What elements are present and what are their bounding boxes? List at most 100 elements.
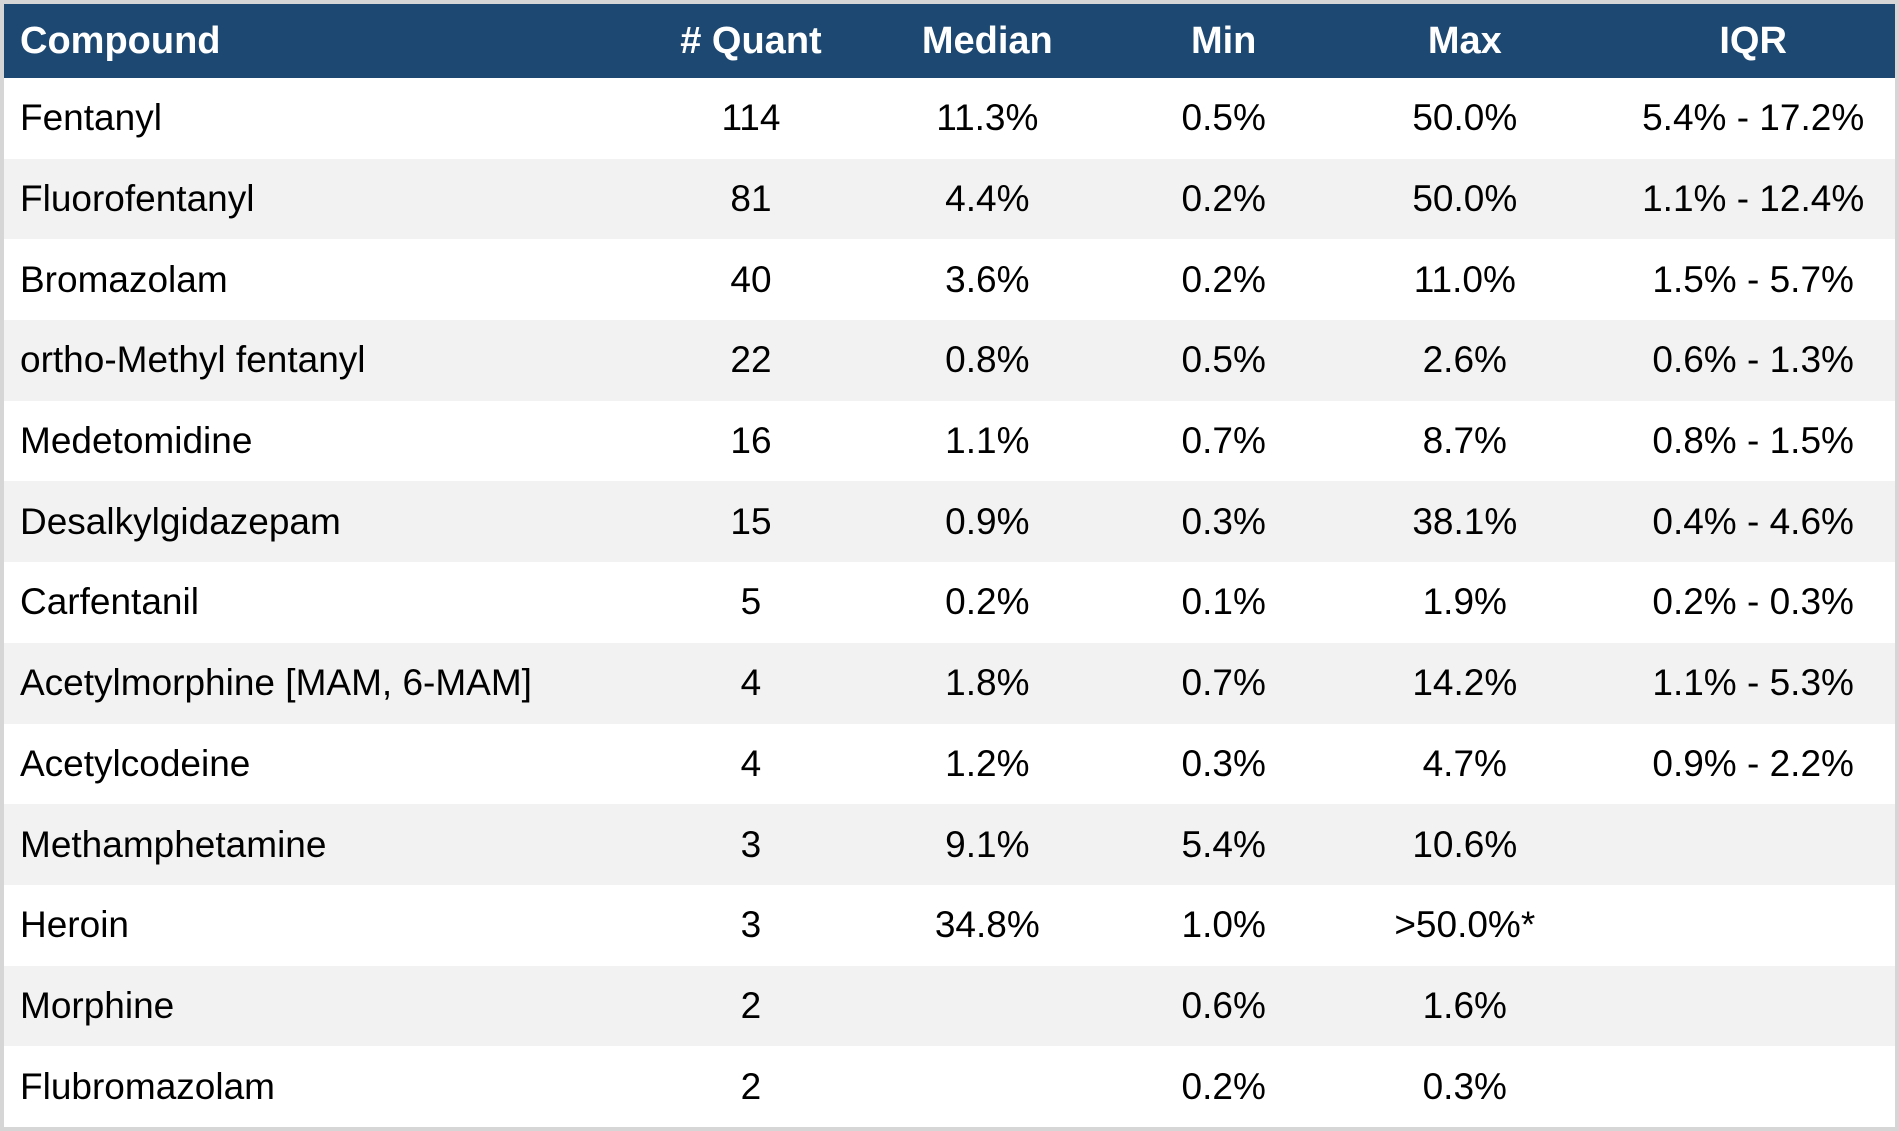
cell-quant: 15 xyxy=(730,500,772,542)
cell-min: 0.5% xyxy=(1181,339,1266,381)
cell-median: 1.1% xyxy=(945,420,1030,462)
table-row: Bromazolam 40 3.6% 0.2% 11.0% 1.5% - 5.7% xyxy=(4,239,1895,321)
cell-iqr: 5.4% - 17.2% xyxy=(1642,97,1865,139)
cell-iqr: 0.2% - 0.3% xyxy=(1652,581,1854,623)
cell-median: 1.8% xyxy=(945,662,1030,704)
cell-max: 1.6% xyxy=(1422,984,1507,1026)
compound-stats-table: Compound # Quant Median Min Max IQR Fent… xyxy=(4,4,1895,1127)
table-row: Medetomidine 16 1.1% 0.7% 8.7% 0.8% - 1.5% xyxy=(4,400,1895,482)
cell-quant: 4 xyxy=(740,742,762,784)
cell-iqr: 0.4% - 4.6% xyxy=(1652,500,1854,542)
cell-iqr: 1.1% - 12.4% xyxy=(1642,178,1865,220)
cell-quant: 3 xyxy=(740,823,762,865)
table-row: Desalkylgidazepam 15 0.9% 0.3% 38.1% 0.4% - 4… xyxy=(4,481,1895,563)
cell-median: 0.2% xyxy=(945,581,1030,623)
cell-compound: Carfentanil xyxy=(20,581,199,623)
cell-compound: Medetomidine xyxy=(20,420,253,462)
cell-median xyxy=(846,966,1130,1047)
cell-max: 50.0% xyxy=(1412,97,1518,139)
cell-min: 0.2% xyxy=(1181,178,1266,220)
cell-min: 0.1% xyxy=(1181,581,1266,623)
table-row: Acetylmorphine [MAM, 6-MAM] 4 1.8% 0.7% 14.2… xyxy=(4,642,1895,724)
cell-median: 0.9% xyxy=(945,500,1030,542)
cell-quant: 3 xyxy=(740,904,762,946)
header-row: Compound # Quant Median Min Max IQR xyxy=(4,4,1895,78)
cell-iqr xyxy=(1611,804,1895,885)
table-row: Heroin 3 34.8% 1.0% >50.0%* xyxy=(4,884,1895,966)
cell-compound: Acetylcodeine xyxy=(20,742,251,784)
cell-compound: Fluorofentanyl xyxy=(20,178,255,220)
column-header-median: Median xyxy=(845,4,1130,78)
cell-min: 0.3% xyxy=(1181,742,1266,784)
cell-max: 4.7% xyxy=(1422,742,1507,784)
cell-quant: 16 xyxy=(730,420,772,462)
cell-iqr xyxy=(1611,966,1895,1047)
table-row: Fluorofentanyl 81 4.4% 0.2% 50.0% 1.1% - 12.4… xyxy=(4,158,1895,240)
cell-iqr xyxy=(1611,885,1895,966)
table-row: Carfentanil 5 0.2% 0.1% 1.9% 0.2% - 0.3% xyxy=(4,562,1895,643)
cell-median xyxy=(846,1046,1130,1127)
cell-median: 34.8% xyxy=(934,904,1040,946)
table-row: Fentanyl 114 11.3% 0.5% 50.0% 5.4% - 17.2% xyxy=(4,78,1895,159)
cell-max: 38.1% xyxy=(1412,500,1518,542)
cell-iqr: 0.8% - 1.5% xyxy=(1652,420,1854,462)
cell-min: 0.7% xyxy=(1181,662,1266,704)
cell-max: 2.6% xyxy=(1422,339,1507,381)
cell-median: 1.2% xyxy=(945,742,1030,784)
cell-min: 0.6% xyxy=(1181,984,1266,1026)
cell-compound: Bromazolam xyxy=(20,258,228,300)
cell-median: 3.6% xyxy=(945,258,1030,300)
cell-quant: 40 xyxy=(730,258,772,300)
cell-median: 0.8% xyxy=(945,339,1030,381)
cell-max: 11.0% xyxy=(1413,258,1516,300)
column-header-quant: # Quant xyxy=(656,4,846,78)
cell-min: 5.4% xyxy=(1181,823,1266,865)
column-header-min: Min xyxy=(1129,4,1319,78)
cell-median: 11.3% xyxy=(936,97,1039,139)
cell-quant: 114 xyxy=(721,97,781,139)
cell-min: 0.2% xyxy=(1181,258,1266,300)
cell-iqr: 1.5% - 5.7% xyxy=(1652,258,1854,300)
table-body: Fentanyl 114 11.3% 0.5% 50.0% 5.4% - 17.2% Flu… xyxy=(4,78,1895,1127)
cell-quant: 2 xyxy=(740,984,762,1026)
cell-max: 14.2% xyxy=(1412,662,1518,704)
cell-compound: Morphine xyxy=(20,984,175,1026)
cell-compound: Heroin xyxy=(20,904,129,946)
cell-iqr: 0.6% - 1.3% xyxy=(1652,339,1854,381)
cell-compound: Desalkylgidazepam xyxy=(20,500,341,542)
cell-iqr: 0.9% - 2.2% xyxy=(1652,742,1854,784)
table-header: Compound # Quant Median Min Max IQR xyxy=(4,4,1895,78)
table-row: ortho-Methyl fentanyl 22 0.8% 0.5% 2.6% 0.6% … xyxy=(4,320,1895,401)
cell-quant: 5 xyxy=(740,581,762,623)
cell-compound: ortho-Methyl fentanyl xyxy=(20,339,366,381)
cell-quant: 2 xyxy=(740,1065,762,1107)
table-row: Acetylcodeine 4 1.2% 0.3% 4.7% 0.9% - 2.2% xyxy=(4,723,1895,805)
cell-max: 8.7% xyxy=(1422,420,1507,462)
cell-min: 0.5% xyxy=(1181,97,1266,139)
cell-min: 0.7% xyxy=(1181,420,1266,462)
cell-compound: Acetylmorphine [MAM, 6-MAM] xyxy=(20,662,532,704)
cell-max: 1.9% xyxy=(1422,581,1507,623)
cell-min: 0.2% xyxy=(1181,1065,1266,1107)
cell-min: 0.3% xyxy=(1181,500,1266,542)
column-header-compound: Compound xyxy=(4,4,657,78)
cell-quant: 4 xyxy=(740,662,762,704)
cell-quant: 22 xyxy=(730,339,772,381)
cell-max: >50.0%* xyxy=(1394,904,1536,946)
cell-iqr: 1.1% - 5.3% xyxy=(1652,662,1854,704)
cell-compound: Flubromazolam xyxy=(20,1065,275,1107)
cell-compound: Methamphetamine xyxy=(20,823,327,865)
cell-max: 0.3% xyxy=(1422,1065,1507,1107)
cell-quant: 81 xyxy=(730,178,772,220)
cell-median: 4.4% xyxy=(945,178,1030,220)
cell-compound: Fentanyl xyxy=(20,97,162,139)
table-row: Methamphetamine 3 9.1% 5.4% 10.6% xyxy=(4,804,1895,885)
column-header-max: Max xyxy=(1318,4,1612,78)
table-row: Morphine 2 0.6% 1.6% xyxy=(4,965,1895,1047)
cell-max: 50.0% xyxy=(1412,178,1518,220)
cell-median: 9.1% xyxy=(945,823,1030,865)
cell-iqr xyxy=(1611,1046,1895,1127)
cell-min: 1.0% xyxy=(1181,904,1266,946)
cell-max: 10.6% xyxy=(1412,823,1518,865)
